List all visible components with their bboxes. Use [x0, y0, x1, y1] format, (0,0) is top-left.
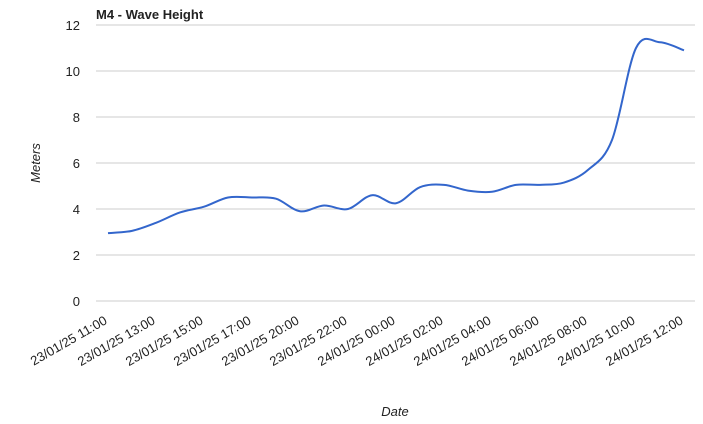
- y-tick-label: 12: [66, 18, 80, 33]
- line-series: [107, 37, 685, 235]
- y-tick-label: 0: [73, 294, 80, 309]
- chart-title: M4 - Wave Height: [96, 7, 204, 22]
- y-tick-label: 6: [73, 156, 80, 171]
- y-tick-label: 2: [73, 248, 80, 263]
- x-axis-label: Date: [381, 404, 408, 419]
- y-axis-label: Meters: [28, 143, 43, 183]
- y-tick-label: 8: [73, 110, 80, 125]
- y-tick-label: 10: [66, 64, 80, 79]
- y-tick-label: 4: [73, 202, 80, 217]
